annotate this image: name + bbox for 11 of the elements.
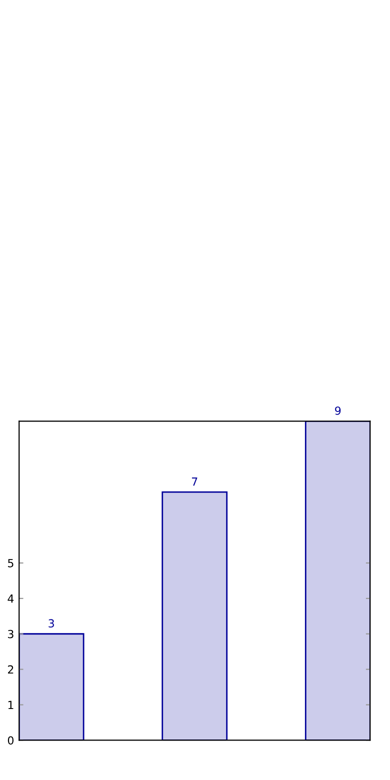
data-label: 9	[335, 406, 341, 415]
bar	[162, 491, 228, 740]
data-label: 3	[48, 619, 54, 628]
bar	[19, 633, 84, 740]
y-tick-label: 1	[8, 700, 14, 709]
y-tick-label: 5	[8, 559, 14, 568]
y-tick-label: 3	[8, 630, 14, 638]
y-tick-label: 2	[8, 665, 14, 674]
y-tick-label: 0	[8, 736, 14, 745]
y-tick-label: 4	[8, 594, 14, 603]
data-label: 7	[192, 478, 198, 486]
